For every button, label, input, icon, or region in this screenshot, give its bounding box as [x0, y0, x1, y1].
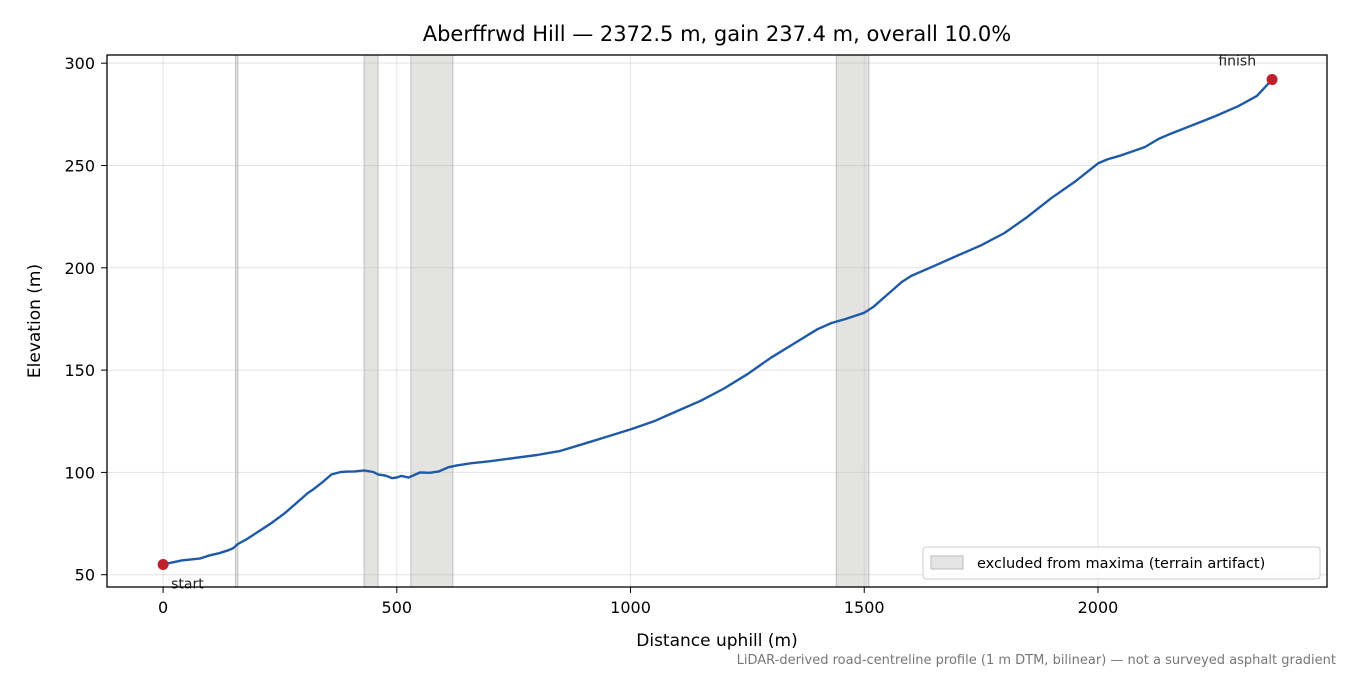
x-tick-label-1000: 1000 [610, 598, 651, 617]
finish-label: finish [1218, 54, 1256, 70]
y-axis-label: Elevation (m) [25, 264, 45, 378]
start-marker [157, 558, 169, 570]
plot-frame [106, 54, 1328, 588]
elevation-line-0 [162, 78, 1273, 566]
x-tick-label-500: 500 [382, 598, 413, 617]
axis-ticks: 0 500 1000 1500 2000 50 100 150 200 250 300 [64, 54, 1118, 617]
x-axis-label: Distance uphill (m) [636, 631, 797, 651]
excluded-band-0 [235, 54, 239, 588]
annotations-layer: start finish [157, 54, 1278, 592]
y-tick-label-200: 200 [64, 259, 95, 278]
legend: excluded from maxima (terrain artifact) [922, 546, 1321, 580]
y-tick-label-250: 250 [64, 156, 95, 175]
finish-marker [1266, 74, 1278, 86]
x-tick-label-0: 0 [158, 598, 168, 617]
x-tick-label-1500: 1500 [844, 598, 885, 617]
start-label: start [171, 576, 204, 592]
y-tick-label-150: 150 [64, 361, 95, 380]
y-tick-label-300: 300 [64, 54, 95, 73]
y-tick-label-50: 50 [75, 566, 95, 585]
y-tick-label-100: 100 [64, 463, 95, 482]
excluded-band-2 [410, 54, 454, 588]
legend-box [922, 546, 1321, 580]
x-tick-label-2000: 2000 [1078, 598, 1119, 617]
footnote: LiDAR-derived road-centreline profile (1… [737, 653, 1336, 668]
legend-entry-excluded: excluded from maxima (terrain artifact) [977, 556, 1265, 572]
excluded-range-bands [235, 54, 870, 588]
excluded-band-1 [363, 54, 379, 588]
chart-title: Aberffrwd Hill — 2372.5 m, gain 237.4 m,… [423, 22, 1012, 46]
series-layer [162, 78, 1273, 566]
legend-swatch [930, 555, 964, 570]
